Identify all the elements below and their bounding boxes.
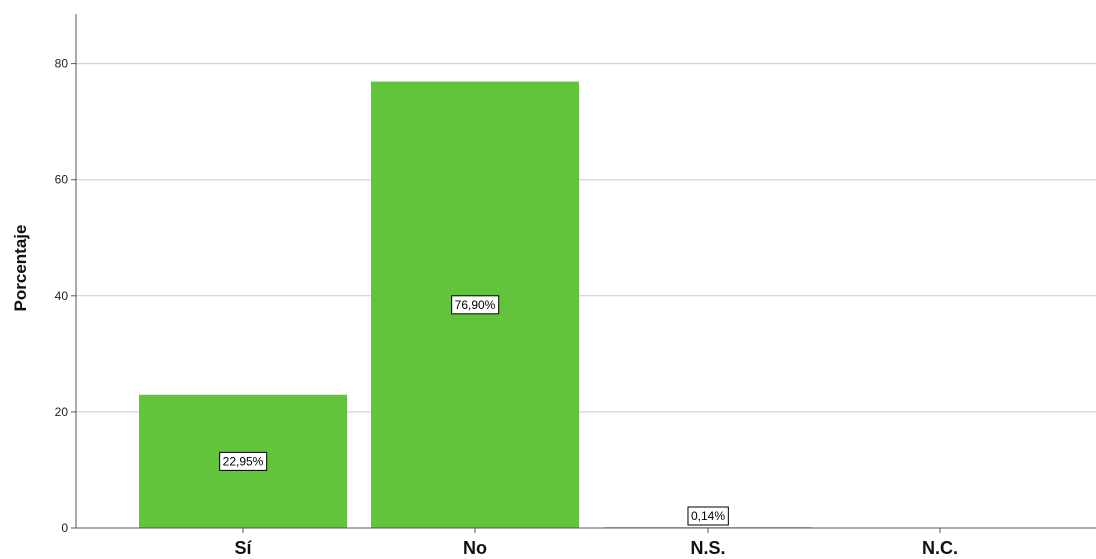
y-tick-label: 80 xyxy=(55,57,69,71)
data-label-1: 76,90% xyxy=(451,295,500,315)
y-tick-label: 20 xyxy=(55,405,69,419)
y-tick-label: 0 xyxy=(61,521,68,535)
y-axis-label: Porcentaje xyxy=(11,225,30,312)
gridlines xyxy=(76,63,1096,413)
y-tick-label: 40 xyxy=(55,289,69,303)
x-category-label: No xyxy=(463,538,487,558)
data-labels: 22,95% 76,90% 0,14% xyxy=(219,295,729,526)
data-label-box xyxy=(451,295,500,315)
y-tick-label: 60 xyxy=(55,173,69,187)
data-label-text: 22,95% xyxy=(223,454,264,468)
data-label-box xyxy=(687,506,729,526)
data-label-0: 22,95% xyxy=(219,451,268,471)
data-label-text: 76,90% xyxy=(455,298,496,312)
data-label-2: 0,14% xyxy=(687,506,729,526)
x-category-label: Sí xyxy=(234,538,252,558)
x-category-label: N.C. xyxy=(922,538,958,558)
axes: 0 20 40 60 80 Sí No N.S. N.C. xyxy=(55,14,1096,558)
x-category-label: N.S. xyxy=(690,538,725,558)
data-label-box xyxy=(219,451,268,471)
data-label-text: 0,14% xyxy=(691,509,725,523)
